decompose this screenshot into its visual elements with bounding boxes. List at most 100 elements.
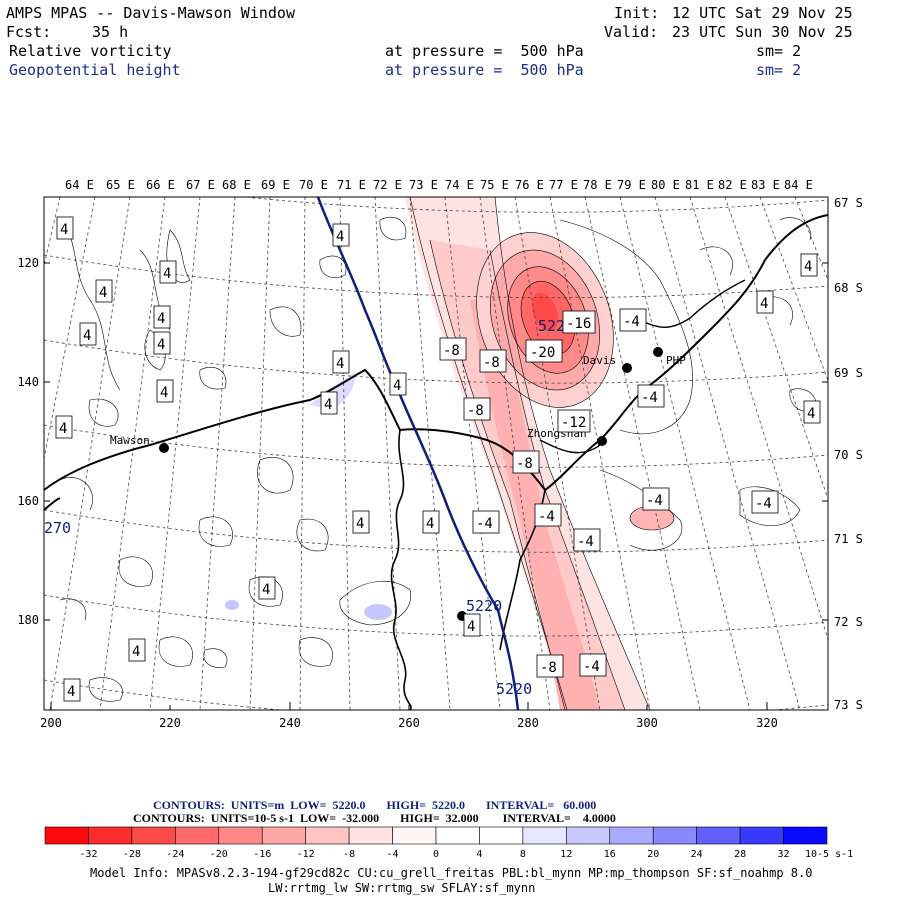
label-neg8: -8 (439, 337, 467, 361)
colorbar-swatch (435, 826, 480, 845)
svg-text:78 E: 78 E (583, 178, 612, 192)
label-neg20: -20 (525, 339, 563, 363)
colorbar-swatch (479, 826, 524, 845)
label-pos4: 4 (332, 350, 350, 374)
svg-text:-4: -4 (577, 534, 594, 550)
svg-text:4: 4 (760, 296, 768, 312)
colorbar-units: 10-5 s-1 (805, 849, 853, 860)
svg-text:73 S: 73 S (834, 698, 863, 712)
svg-text:-20: -20 (530, 345, 555, 361)
svg-text:4: 4 (336, 229, 344, 245)
colorbar-tick: 20 (647, 849, 659, 860)
vort-pos-blob-3 (225, 600, 239, 610)
svg-text:280: 280 (517, 716, 539, 730)
height-label: 5220 (496, 680, 532, 698)
station-zhongshan-marker (597, 436, 607, 446)
colorbar-tick: -8 (343, 849, 355, 860)
station-mawson-marker (159, 443, 169, 453)
colorbar-swatch (175, 826, 220, 845)
label-pos4: 4 (153, 305, 171, 329)
plot-frame (43, 196, 829, 711)
coastline-west (44, 497, 61, 511)
label-neg4: -4 (642, 487, 670, 511)
svg-text:4: 4 (262, 582, 270, 598)
label-pos4: 4 (128, 638, 146, 662)
fcst-value: 35 h (92, 23, 129, 41)
svg-text:4: 4 (356, 516, 364, 532)
axis-ticks (44, 262, 828, 710)
vort-core-5 (531, 292, 559, 332)
label-pos4: 4 (55, 415, 73, 439)
svg-text:-4: -4 (646, 493, 663, 509)
colorbar (44, 826, 828, 845)
svg-text:70 S: 70 S (834, 448, 863, 462)
svg-text:240: 240 (279, 716, 301, 730)
svg-text:84 E: 84 E (784, 178, 813, 192)
init-label: Init: (614, 4, 660, 22)
svg-text:-4: -4 (538, 509, 555, 525)
colorbar-swatch (652, 826, 697, 845)
colorbar-swatch (348, 826, 393, 845)
label-pos4: 4 (422, 510, 440, 534)
svg-text:-4: -4 (583, 659, 600, 675)
svg-text:4: 4 (467, 619, 475, 635)
label-pos4: 4 (159, 260, 177, 284)
svg-text:4: 4 (160, 385, 168, 401)
svg-text:77 E: 77 E (549, 178, 578, 192)
model-info-2: LW:rrtmg_lw SW:rrtmg_sw SFLAY:sf_mynn (268, 881, 536, 895)
station-php-marker (653, 347, 663, 357)
x-tick-labels: 200 220 240 260 280 300 320 (40, 716, 778, 730)
svg-text:-8: -8 (540, 660, 557, 676)
svg-text:4: 4 (132, 644, 140, 660)
svg-text:120: 120 (17, 256, 39, 270)
svg-text:-12: -12 (561, 415, 586, 431)
svg-text:300: 300 (636, 716, 658, 730)
label-neg8: -8 (479, 349, 507, 373)
height-contour-5220 (316, 197, 520, 710)
colorbar-swatch (261, 826, 306, 845)
svg-text:72 E: 72 E (373, 178, 402, 192)
contours-height-info: CONTOURS: UNITS=m LOW= 5220.0 HIGH= 5220… (153, 798, 597, 812)
svg-text:4: 4 (60, 222, 68, 238)
label-pos4: 4 (258, 576, 276, 600)
valid-value: 23 UTC Sun 30 Nov 25 (672, 23, 853, 41)
colorbar-swatch (218, 826, 263, 845)
map-area: Mawson Davis Zhongshan PHP 5220 5220 522… (44, 197, 828, 710)
edge-height-label: 270 (44, 519, 71, 537)
label-neg8: -8 (536, 654, 564, 678)
svg-text:4: 4 (804, 259, 812, 275)
colorbar-tick: 28 (734, 849, 746, 860)
svg-text:69 E: 69 E (261, 178, 290, 192)
label-pos4: 4 (389, 372, 407, 396)
svg-text:4: 4 (83, 328, 91, 344)
svg-text:-4: -4 (641, 390, 658, 406)
svg-text:80 E: 80 E (651, 178, 680, 192)
svg-text:79 E: 79 E (617, 178, 646, 192)
svg-text:200: 200 (40, 716, 62, 730)
colorbar-swatch (696, 826, 741, 845)
svg-text:71 E: 71 E (337, 178, 366, 192)
label-neg4: -4 (751, 490, 779, 514)
svg-text:82 E: 82 E (718, 178, 747, 192)
svg-text:72 S: 72 S (834, 615, 863, 629)
colorbar-tick-labels: -32 -28 -24 -20 -16 -12 -8 -4 0 4 8 12 16 20 24 28 32 (79, 849, 789, 860)
svg-text:220: 220 (159, 716, 181, 730)
svg-text:4: 4 (426, 516, 434, 532)
ice-shelf-edge (390, 429, 412, 710)
fcst-label: Fcst: (6, 23, 52, 41)
station-php-label: PHP (666, 354, 686, 367)
y-tick-labels: 120 140 160 180 (17, 256, 39, 627)
label-neg4: -4 (619, 308, 647, 332)
svg-text:4: 4 (67, 684, 75, 700)
colorbar-tick: 0 (433, 849, 439, 860)
label-pos4: 4 (352, 510, 370, 534)
colorbar-tick: 16 (604, 849, 616, 860)
lon-labels: 64 E 65 E 66 E 67 E 68 E 69 E 70 E 71 E … (65, 178, 813, 192)
label-neg8: -8 (463, 397, 491, 421)
vort-spot (630, 506, 674, 530)
svg-text:4: 4 (157, 337, 165, 353)
svg-text:4: 4 (99, 285, 107, 301)
colorbar-swatch (44, 826, 89, 845)
svg-text:81 E: 81 E (685, 178, 714, 192)
